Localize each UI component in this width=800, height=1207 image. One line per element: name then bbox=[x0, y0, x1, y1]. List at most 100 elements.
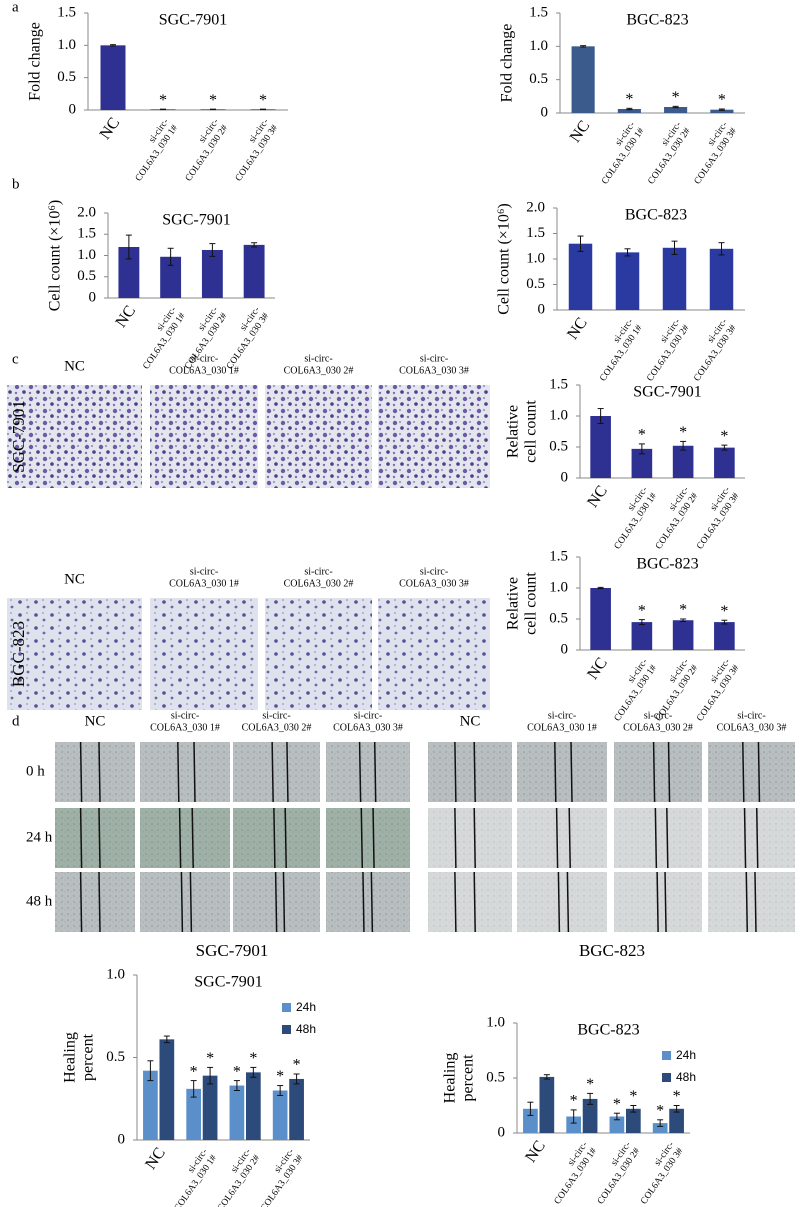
micrograph bbox=[378, 385, 490, 488]
y-tick-label: 0.5 bbox=[526, 276, 545, 292]
scratch-edge bbox=[570, 741, 573, 803]
panel-label: d bbox=[12, 713, 20, 729]
row-label: SGC-7901 bbox=[9, 400, 28, 473]
row-label: 0 h bbox=[26, 763, 45, 779]
error-bar bbox=[638, 619, 645, 626]
significance-mark: * bbox=[672, 89, 680, 106]
y-tick-label: 0 bbox=[561, 641, 569, 657]
row-label: 48 h bbox=[26, 893, 53, 909]
y-tick-label: 1.0 bbox=[57, 37, 76, 53]
error-bar bbox=[587, 1092, 594, 1105]
legend-label: 48h bbox=[296, 1022, 316, 1036]
scratch-edge bbox=[473, 871, 476, 933]
y-axis-label: Healing bbox=[62, 1032, 79, 1083]
image-header: COL6A3_030 1# bbox=[527, 722, 597, 733]
error-bar bbox=[630, 1105, 637, 1113]
y-axis-label: Healing bbox=[442, 1053, 459, 1104]
image-caption: SGC-7901 bbox=[196, 941, 269, 960]
significance-mark: * bbox=[673, 1088, 681, 1105]
y-tick-label: 0.5 bbox=[57, 69, 76, 85]
scratch-edge bbox=[666, 807, 669, 869]
y-tick-label: 0 bbox=[118, 1131, 126, 1147]
error-bar bbox=[207, 1066, 214, 1085]
error-bar bbox=[543, 1074, 550, 1080]
error-bar bbox=[190, 1080, 197, 1098]
image-header: COL6A3_030 3# bbox=[333, 722, 403, 733]
error-bar bbox=[293, 1073, 300, 1085]
micrograph bbox=[517, 742, 607, 802]
legend-swatch bbox=[282, 1025, 291, 1034]
micrograph bbox=[7, 598, 142, 710]
error-bar bbox=[673, 1105, 680, 1113]
image-header: si-circ- bbox=[262, 710, 290, 721]
micrograph bbox=[55, 808, 135, 868]
micrograph bbox=[428, 742, 512, 802]
bar bbox=[710, 109, 734, 113]
scratch-edge bbox=[373, 741, 377, 803]
image-header: COL6A3_030 3# bbox=[399, 578, 469, 589]
chart-title: BGC-823 bbox=[636, 556, 698, 573]
y-axis-label: cell count bbox=[523, 572, 540, 635]
bar bbox=[672, 445, 694, 478]
y-axis-label: percent bbox=[80, 1033, 97, 1081]
scratch-edge bbox=[654, 807, 658, 869]
error-bar bbox=[251, 242, 258, 248]
panel-label: c bbox=[12, 351, 19, 367]
scratch-edge bbox=[177, 741, 180, 803]
y-axis-label: cell count bbox=[523, 400, 540, 463]
micrograph bbox=[55, 872, 135, 932]
y-tick-label: 0 bbox=[541, 104, 549, 120]
micrograph bbox=[7, 385, 142, 488]
image-header: COL6A3_030 3# bbox=[399, 365, 469, 376]
scratch-edge bbox=[454, 871, 457, 933]
micrograph bbox=[140, 872, 230, 932]
micrograph bbox=[140, 808, 230, 868]
error-bar bbox=[671, 240, 678, 255]
error-bar bbox=[624, 248, 631, 257]
x-tick-label: si-circ-COL6A3_030 3# bbox=[250, 1147, 305, 1207]
x-tick-label: si-circ-COL6A3_030 1# bbox=[133, 305, 188, 372]
chart-title: SGC-7901 bbox=[633, 384, 701, 401]
chart-title: BGC-823 bbox=[626, 12, 688, 29]
bar bbox=[625, 1108, 641, 1133]
scratch-edge bbox=[745, 871, 749, 933]
image-header: COL6A3_030 2# bbox=[284, 578, 354, 589]
x-tick-label: si-circ-COL6A3_030 1# bbox=[544, 1140, 599, 1207]
error-bar bbox=[597, 408, 604, 424]
image-header: COL6A3_030 1# bbox=[150, 722, 220, 733]
error-bar bbox=[721, 619, 728, 625]
bar bbox=[272, 1090, 288, 1140]
scratch-edge bbox=[282, 871, 286, 933]
image-header: si-circ- bbox=[171, 710, 199, 721]
error-bar bbox=[613, 1112, 620, 1121]
x-tick-label: NC bbox=[142, 1145, 169, 1173]
bar bbox=[159, 1039, 175, 1140]
micrograph bbox=[378, 598, 490, 710]
error-bar bbox=[527, 1101, 534, 1116]
y-tick-label: 1.0 bbox=[486, 1014, 505, 1030]
significance-mark: * bbox=[613, 1096, 621, 1113]
scratch-edge bbox=[178, 807, 182, 869]
error-bar bbox=[577, 235, 584, 252]
x-tick-label: si-circ-COL6A3_030 1# bbox=[590, 317, 645, 384]
micrograph bbox=[614, 808, 702, 868]
error-bar bbox=[580, 45, 587, 48]
scratch-edge bbox=[274, 871, 278, 933]
x-tick-label: si-circ-COL6A3_030 2# bbox=[637, 317, 692, 384]
y-tick-label: 0 bbox=[561, 469, 569, 485]
significance-mark: * bbox=[629, 1088, 637, 1105]
y-axis-label: Relative bbox=[505, 405, 522, 458]
micrograph bbox=[233, 808, 320, 868]
error-bar bbox=[233, 1080, 240, 1091]
x-tick-label: NC bbox=[567, 118, 594, 146]
bar bbox=[590, 416, 611, 478]
micrograph bbox=[326, 808, 410, 868]
y-tick-label: 1.0 bbox=[106, 966, 125, 982]
bar bbox=[664, 107, 688, 113]
significance-mark: * bbox=[720, 428, 728, 445]
scratch-edge bbox=[454, 807, 457, 869]
micrograph bbox=[326, 742, 410, 802]
micrograph bbox=[233, 742, 320, 802]
error-bar bbox=[209, 243, 216, 257]
error-bar bbox=[277, 1085, 284, 1096]
